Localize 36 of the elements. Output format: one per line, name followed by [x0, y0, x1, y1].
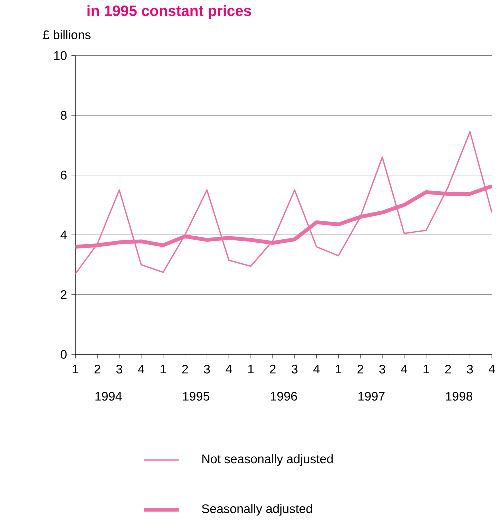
- y-tick-label: 0: [61, 350, 68, 360]
- x-tick-label: 1: [73, 364, 79, 374]
- x-tick-label: 2: [270, 364, 276, 374]
- x-tick-label: 2: [182, 364, 188, 374]
- chart-title: in 1995 constant prices: [88, 5, 252, 20]
- y-tick-label: 10: [54, 51, 68, 60]
- x-tick-label: 3: [116, 364, 123, 374]
- line-series: [75, 131, 493, 275]
- y-tick-label: 8: [61, 111, 67, 120]
- x-tick-label: 1: [161, 364, 166, 374]
- x-tick-label: 2: [446, 364, 452, 374]
- y-tick-label: 2: [61, 290, 67, 300]
- x-tick-label: 1: [424, 364, 430, 374]
- x-tick-label: 3: [292, 364, 298, 374]
- x-tick-label: 1: [248, 364, 254, 374]
- x-tick-label: 3: [467, 364, 474, 374]
- x-tick-label: 2: [94, 364, 101, 374]
- text: 1998: [446, 392, 473, 401]
- x-tick-label: 3: [204, 364, 210, 374]
- text: 1995: [183, 392, 210, 401]
- legend-label: Not seasonally adjusted: [202, 454, 334, 466]
- x-tick-label: 4: [401, 364, 408, 374]
- x-tick-label: 3: [380, 364, 386, 374]
- y-tick-label: 6: [61, 170, 67, 180]
- x-tick-label: 4: [226, 364, 232, 374]
- x-tick-label: 1: [336, 364, 342, 374]
- legend-label: Seasonally adjusted: [202, 504, 312, 516]
- text: 1996: [271, 392, 298, 401]
- x-tick-label: 4: [489, 364, 496, 374]
- y-axis-title: £ billions: [43, 30, 91, 40]
- x-tick-label: 4: [314, 364, 320, 374]
- x-tick-label: 4: [138, 364, 145, 374]
- text: 1994: [96, 392, 122, 401]
- y-tick-label: 4: [60, 230, 68, 240]
- x-tick-label: 2: [358, 364, 364, 374]
- text: 1997: [358, 392, 385, 401]
